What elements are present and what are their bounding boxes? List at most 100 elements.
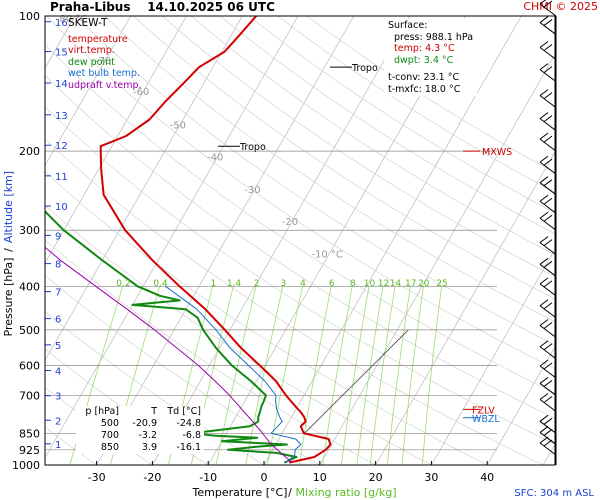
wind-barb-staff	[539, 161, 557, 175]
mixing-ratio-label: 4	[300, 279, 306, 289]
wind-barb-flag	[539, 319, 549, 326]
isotherm-line	[45, 16, 243, 361]
series-line-dew-point	[45, 210, 298, 464]
pressure-tick-label: 1000	[12, 459, 40, 472]
wind-barb-flag	[539, 0, 547, 5]
wind-barb-flag	[543, 158, 553, 166]
legend-item-virt-temp: virt.temp.	[68, 45, 115, 56]
x-axis-separator: /	[288, 486, 292, 499]
tropopause-label: Tropo	[351, 63, 378, 74]
mixing-ratio-label: 1	[210, 279, 216, 289]
wind-barb-flag	[539, 393, 549, 400]
isotherm-label: -70	[95, 56, 111, 67]
table-cell-t: -3.2	[138, 430, 157, 441]
isotherm-line	[319, 53, 555, 465]
wind-barb-flag	[543, 66, 553, 74]
isotherm-label: -80 °C	[56, 14, 88, 25]
mixing-ratio-label: 1.4	[227, 279, 242, 289]
parcel-guide-line	[304, 329, 409, 434]
wind-barb-flag	[539, 299, 549, 307]
wind-barb-staff	[539, 442, 557, 456]
wind-barb-staff	[539, 263, 557, 277]
wind-barb-flag	[543, 417, 553, 425]
mixing-ratio-line	[267, 286, 303, 465]
wind-barb-flag	[539, 176, 549, 184]
wind-barb-flag	[543, 302, 553, 310]
table-cell-t: 3.9	[141, 442, 157, 453]
table-row: 700 -3.2 -6.8	[79, 430, 201, 442]
mixing-ratio-label: 0.4	[153, 279, 168, 289]
isotherm-line	[431, 248, 555, 465]
wind-barb-flag	[539, 112, 549, 120]
dry-adiabat-line	[133, 16, 555, 300]
table-cell-td: -16.1	[176, 442, 201, 453]
wind-barb-staff	[539, 69, 557, 83]
altitude-tick-label: 1	[55, 440, 61, 451]
dry-adiabat-line	[162, 16, 555, 278]
wind-barb-flag	[539, 426, 549, 433]
mixing-ratio-label: 0.2	[116, 279, 130, 289]
mixing-ratio-label: 10	[364, 279, 376, 289]
table-cell-p: 700	[100, 430, 119, 441]
wind-barb-flag	[543, 429, 553, 436]
level-table: p [hPa] T Td [°C] 500 -20.9 -24.8 700 -3…	[76, 406, 204, 454]
table-cell-t: -20.9	[132, 418, 157, 429]
wind-barb-flag	[543, 44, 553, 51]
isotherm-label: -60	[133, 87, 149, 98]
dry-adiabat-line	[45, 74, 555, 419]
temperature-tick-label: 10	[313, 471, 327, 484]
dry-adiabat-line	[104, 16, 555, 323]
surface-pressure: press: 988.1 hPa	[394, 31, 474, 43]
wind-barb-flag	[543, 197, 553, 205]
pressure-tick-label: 500	[19, 324, 40, 337]
altitude-tick-label: 7	[55, 288, 61, 299]
mixing-ratio-label: 2	[254, 279, 260, 289]
y-axis-label: Pressure [hPa]	[2, 258, 15, 337]
temperature-tick-label: 20	[369, 471, 383, 484]
table-header-p: p [hPa]	[85, 406, 119, 417]
table-header-td: Td [°C]	[167, 406, 201, 417]
series-line-udpraft-v-temp-	[45, 246, 293, 463]
isotherm-label: -40	[207, 153, 223, 164]
legend-item-wet-bulb: wet bulb temp.	[68, 68, 140, 79]
isotherm-label: -20	[282, 217, 298, 228]
surface-info-box: Surface: press: 988.1 hPa temp: 4.3 °C d…	[384, 19, 478, 96]
temperature-tick-label: 40	[480, 471, 494, 484]
wind-barb-staff	[539, 365, 557, 379]
mixing-ratio-label: 6	[329, 279, 335, 289]
table-header: p [hPa] T Td [°C]	[79, 406, 201, 418]
mixing-ratio-label: 8	[350, 279, 356, 289]
wind-barb-flag	[539, 359, 549, 367]
series-line-temperature	[99, 16, 332, 464]
mixing-ratio-label: 14	[390, 279, 402, 289]
pressure-tick-label: 700	[19, 389, 40, 402]
table-cell-td: -24.8	[176, 418, 201, 429]
pressure-tick-label: 925	[19, 444, 40, 457]
wind-barb-staff	[539, 95, 557, 109]
wind-barb-staff	[539, 305, 557, 319]
chart-title: Praha-Libus 14.10.2025 06 UTC	[50, 0, 275, 14]
wind-barb-flag	[543, 260, 553, 268]
table-row: 500 -20.9 -24.8	[79, 418, 201, 430]
altitude-tick-label: 11	[55, 172, 68, 183]
dry-adiabat-line	[45, 106, 555, 445]
mixing-ratio-line	[340, 286, 370, 465]
wind-barb-flag	[539, 211, 549, 219]
isotherm-line	[263, 16, 522, 465]
legend-title: SKEW-T	[68, 17, 108, 29]
wind-barb-flag	[539, 414, 549, 422]
table-cell-td: -6.8	[182, 430, 201, 441]
wind-barb-flag	[539, 63, 549, 71]
chart-labels: 1002003004005006007008509251000123456789…	[12, 10, 512, 484]
mixing-ratio-label: 12	[378, 279, 389, 289]
wind-barb-flag	[543, 92, 553, 100]
dry-adiabat-line	[75, 16, 555, 346]
wind-barbs	[539, 0, 557, 465]
wind-barb-flag	[539, 340, 549, 348]
wind-barb-staff	[539, 217, 557, 231]
level-label: FZLV	[472, 405, 495, 416]
altitude-axis-label: Altitude [km]	[2, 171, 15, 243]
station-name: Praha-Libus	[50, 0, 131, 14]
table-cell-p: 850	[100, 442, 119, 453]
altitude-tick-label: 10	[55, 202, 68, 213]
